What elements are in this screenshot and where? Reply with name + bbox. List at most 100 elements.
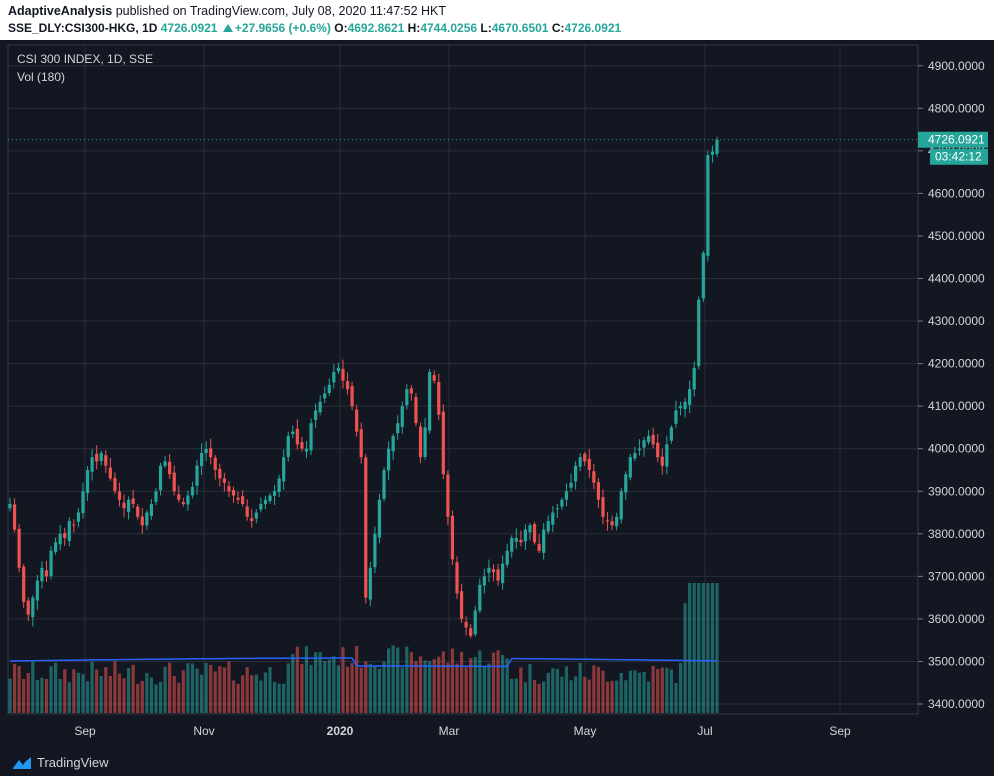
candle-body	[386, 448, 391, 471]
candle-body	[254, 512, 258, 519]
author-name[interactable]: AdaptiveAnalysis	[8, 4, 113, 18]
high-label: H:	[407, 21, 421, 35]
candle-body	[241, 496, 245, 505]
y-tick-label: 3400.0000	[928, 697, 985, 711]
publish-info: AdaptiveAnalysis published on TradingVie…	[8, 4, 446, 18]
candle-body	[250, 518, 254, 522]
low-value: 4670.6501	[491, 21, 549, 35]
volume-bar	[272, 681, 277, 713]
candle-body	[450, 515, 455, 560]
volume-bar	[432, 659, 436, 713]
volume-bar	[446, 662, 450, 713]
y-tick-label: 3500.0000	[928, 654, 985, 668]
volume-bar	[697, 583, 701, 713]
volume-bar	[295, 646, 299, 713]
volume-bar	[619, 672, 623, 713]
candle-body	[85, 469, 90, 494]
candle-body	[186, 495, 190, 505]
candle-body	[40, 567, 44, 582]
candle-body	[304, 448, 309, 452]
footer-brand[interactable]: TradingView	[37, 755, 109, 770]
volume-bar	[587, 679, 591, 713]
last-price: 4726.0921	[160, 21, 218, 35]
candle-body	[177, 494, 181, 500]
volume-bar	[368, 663, 372, 713]
candle-body	[81, 491, 85, 513]
volume-bar	[359, 667, 363, 713]
candle-body	[391, 435, 395, 452]
candle-body	[213, 457, 217, 470]
candle-body	[168, 461, 172, 475]
candle-body	[601, 497, 605, 517]
candle-body	[678, 406, 683, 409]
candle-body	[651, 434, 655, 445]
volume-bar	[49, 666, 53, 713]
price-tag-value: 4726.0921	[928, 133, 985, 147]
volume-bar	[209, 664, 213, 713]
candle-body	[396, 423, 400, 434]
symbol-quote-line: SSE_DLY:CSI300-HKG, 1D 4726.0921 +27.965…	[8, 21, 621, 35]
x-tick-label: 2020	[327, 724, 354, 738]
candle-body	[99, 452, 103, 462]
volume-bar	[250, 675, 254, 713]
candle-body	[665, 444, 669, 467]
volume-bar	[523, 682, 528, 713]
candle-body	[131, 498, 135, 505]
volume-bar	[382, 661, 386, 713]
volume-bar	[309, 665, 313, 713]
candle-body	[574, 465, 578, 482]
candle-body	[455, 562, 459, 594]
volume-bar	[104, 667, 108, 713]
volume-bar	[450, 648, 455, 713]
volume-bar	[578, 662, 582, 713]
candle-body	[90, 457, 94, 472]
y-tick-label: 3600.0000	[928, 612, 985, 626]
price-chart[interactable]: 3400.0000 3500.0000 3600.0000 3700.0000 3800…	[0, 40, 994, 750]
candle-body	[286, 435, 290, 457]
volume-bar	[35, 679, 39, 713]
volume-bar	[592, 665, 596, 713]
volume-bar	[496, 650, 500, 713]
volume-bar	[95, 669, 99, 713]
volume-bar	[195, 668, 199, 713]
candle-body	[22, 566, 26, 602]
volume-bar	[277, 683, 281, 713]
volume-bar	[231, 680, 236, 713]
volume-bar	[560, 676, 564, 713]
y-tick-label: 4600.0000	[928, 186, 985, 200]
volume-bar	[678, 662, 683, 713]
candle-body	[423, 427, 427, 457]
candle-body	[172, 472, 176, 492]
y-tick-label: 4100.0000	[928, 399, 985, 413]
volume-bar	[532, 680, 537, 713]
candle-body	[505, 550, 509, 565]
close-label: C:	[551, 21, 565, 35]
y-tick-label: 4000.0000	[928, 442, 985, 456]
volume-bar	[58, 678, 62, 713]
candle-body	[715, 139, 719, 154]
candle-body	[190, 486, 195, 496]
volume-bar	[437, 656, 441, 713]
volume-bar	[605, 681, 610, 713]
countdown-bg	[930, 148, 988, 165]
volume-bar	[669, 669, 673, 713]
up-triangle-icon	[222, 24, 233, 32]
footer: TradingView	[0, 750, 994, 776]
candle-body	[478, 584, 482, 611]
volume-bar	[423, 660, 427, 713]
volume-bar	[136, 683, 140, 713]
volume-bar	[596, 666, 601, 713]
y-tick-label: 3800.0000	[928, 527, 985, 541]
candle-body	[26, 600, 30, 615]
candle-body	[336, 367, 341, 372]
candle-body	[697, 299, 701, 367]
candle-body	[117, 491, 122, 500]
volume-bar	[478, 650, 482, 713]
symbol-label: SSE_DLY:CSI300-HKG, 1D	[8, 21, 158, 35]
x-tick-label: Nov	[193, 724, 214, 738]
volume-bar	[259, 680, 263, 713]
volume-bar	[660, 667, 664, 713]
candle-body	[108, 467, 112, 479]
price-change: +27.9656 (+0.6%)	[234, 21, 331, 35]
y-tick-label: 4500.0000	[928, 229, 985, 243]
